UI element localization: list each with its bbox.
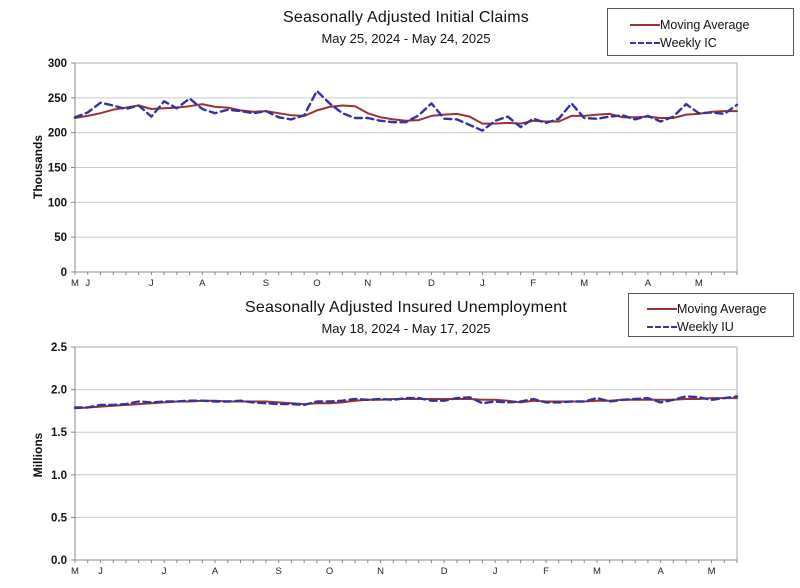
legend-item-weekly-iu: Weekly IU <box>647 318 793 336</box>
x-month-label: M <box>593 566 601 577</box>
legend-item-moving-average: Moving Average <box>630 16 793 34</box>
initial-claims-chart-section: Seasonally Adjusted Initial Claims May 2… <box>0 0 800 293</box>
weekly-iu-line-icon <box>647 326 677 328</box>
legend-label: Weekly IU <box>677 320 734 334</box>
legend-label: Moving Average <box>677 302 767 316</box>
x-month-label: N <box>364 278 371 289</box>
y-tick-label: 1.5 <box>51 427 68 439</box>
x-month-label: F <box>543 566 549 577</box>
x-month-label: O <box>326 566 333 577</box>
legend-label: Weekly IC <box>660 36 717 50</box>
x-month-label: A <box>657 566 664 577</box>
y-tick-label: 0 <box>61 267 67 279</box>
x-month-label: F <box>530 278 536 289</box>
x-month-label: A <box>212 566 219 577</box>
weekly-iu-line <box>73 395 739 409</box>
y-tick-label: 250 <box>48 93 67 105</box>
x-month-label: J <box>149 278 154 289</box>
x-month-label: J <box>493 566 498 577</box>
x-month-label: J <box>85 278 90 289</box>
x-month-label: O <box>313 278 320 289</box>
y-tick-label: 0.0 <box>51 555 67 567</box>
y-tick-label: 2.5 <box>51 342 68 354</box>
x-month-label: N <box>377 566 384 577</box>
weekly-ic-line-icon <box>630 42 660 44</box>
x-month-label: M <box>695 278 703 289</box>
legend: Moving Average Weekly IU <box>628 293 794 337</box>
weekly-ic-line <box>73 89 739 132</box>
x-month-label: M <box>71 566 79 577</box>
x-month-label: A <box>199 278 206 289</box>
y-tick-label: 0.5 <box>51 512 68 524</box>
insured-unemployment-chart-section: Seasonally Adjusted Insured Unemployment… <box>0 293 800 588</box>
x-month-label: M <box>708 566 716 577</box>
chart-subtitle: May 18, 2024 - May 17, 2025 <box>321 321 491 336</box>
y-tick-label: 100 <box>48 197 67 209</box>
chart-subtitle: May 25, 2024 - May 24, 2025 <box>321 31 491 46</box>
x-month-label: D <box>428 278 435 289</box>
x-month-label: M <box>71 278 79 289</box>
x-month-label: S <box>263 278 269 289</box>
y-tick-label: 300 <box>48 58 67 70</box>
x-month-label: J <box>98 566 103 577</box>
chart-title: Seasonally Adjusted Insured Unemployment <box>245 299 567 316</box>
x-month-label: J <box>162 566 167 577</box>
x-month-label: D <box>441 566 448 577</box>
y-tick-label: 2.0 <box>51 385 67 397</box>
insured-unemployment-plot: 0.0 0.5 1.0 1.5 2.0 2.5 M J J A S O N D J F M A M <box>51 342 739 577</box>
legend-item-weekly-ic: Weekly IC <box>630 34 793 52</box>
y-tick-label: 50 <box>54 232 67 244</box>
x-month-label: A <box>645 278 652 289</box>
moving-average-line-icon <box>630 24 660 26</box>
moving-average-line-icon <box>647 308 677 310</box>
legend: Moving Average Weekly IC <box>607 8 794 56</box>
y-tick-label: 1.0 <box>51 470 67 482</box>
x-month-label: S <box>276 566 282 577</box>
y-tick-label: 200 <box>48 128 67 140</box>
chart-title: Seasonally Adjusted Initial Claims <box>282 9 530 26</box>
legend-item-moving-average: Moving Average <box>647 300 793 318</box>
y-tick-label: 150 <box>48 163 67 175</box>
legend-label: Moving Average <box>660 18 750 32</box>
x-month-label: M <box>580 278 588 289</box>
x-month-label: J <box>480 278 485 289</box>
